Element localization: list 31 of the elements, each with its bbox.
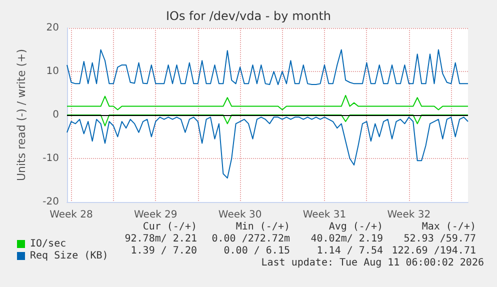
text: 1.14 / 7.54 [316, 246, 383, 256]
text: Cur (-/+) [142, 222, 197, 232]
line-series [66, 116, 468, 179]
x-tick-label: Week 30 [218, 210, 262, 220]
text: 52.93 /59.77 [404, 234, 476, 244]
text: Last update: Tue Aug 11 06:00:02 2026 [261, 258, 484, 268]
x-tick-label: Week 32 [387, 210, 431, 220]
y-axis-title: Units read (-) / write (+) [15, 48, 28, 182]
y-tick-label: 10 [46, 66, 59, 77]
text: Min (-/+) [236, 222, 290, 232]
text: 92.78m/ 2.21 [124, 234, 197, 244]
legend-label: IO/sec [30, 238, 66, 250]
x-tick-label: Week 28 [50, 210, 93, 220]
legend-label: Req Size (KB) [30, 250, 108, 262]
y-tick-label: -20 [42, 196, 59, 208]
text: 122.69 /194.71 [392, 246, 476, 256]
text: 0.00 / 6.15 [224, 246, 290, 256]
text: 1.39 / 7.20 [130, 246, 197, 256]
y-tick-label: 20 [46, 22, 59, 34]
y-tick-label: -10 [42, 153, 59, 164]
text: Max (-/+) [422, 222, 476, 232]
line-series [66, 94, 468, 110]
text: 0.00 /272.72m [212, 234, 290, 244]
line-series [66, 49, 468, 86]
line-series [66, 114, 468, 126]
text: 40.02m/ 2.19 [310, 234, 383, 244]
x-tick-label: Week 29 [134, 210, 178, 220]
chart-title: IOs for /dev/vda - by month [166, 9, 332, 23]
text: Avg (-/+) [328, 222, 383, 232]
y-tick-label: 0 [52, 110, 59, 120]
x-tick-label: Week 31 [302, 210, 346, 220]
